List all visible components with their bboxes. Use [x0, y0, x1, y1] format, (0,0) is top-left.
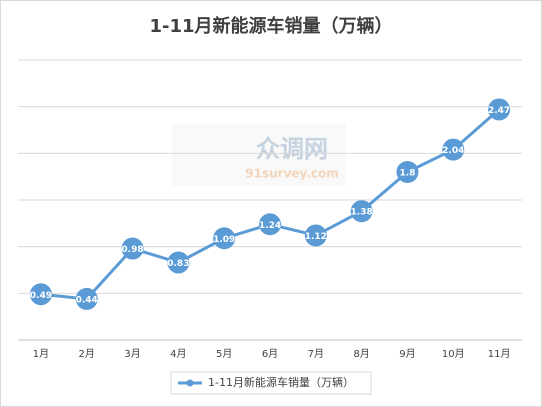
- point: [167, 251, 190, 274]
- legend-box: [170, 371, 372, 395]
- data-label: 1.12: [305, 232, 327, 242]
- x-tick-label: 9月: [399, 348, 415, 360]
- x-tick-label: 7月: [308, 348, 324, 360]
- chart-title: 1-11月新能源车销量（万辆）: [149, 15, 392, 37]
- point: [213, 227, 236, 250]
- point: [75, 287, 98, 310]
- watermark-site: 91survey.com: [245, 167, 338, 181]
- point: [442, 138, 465, 161]
- x-tick-label: 4月: [170, 348, 186, 360]
- point: [304, 224, 327, 247]
- point: [259, 213, 281, 236]
- legend-marker: [186, 379, 194, 387]
- data-label: 2.04: [442, 146, 464, 156]
- data-label: 0.49: [30, 291, 52, 301]
- data-label: 0.83: [167, 259, 189, 269]
- data-label: 1.38: [351, 208, 373, 218]
- x-tick-label: 5月: [216, 348, 232, 360]
- x-tick-label: 1月: [33, 348, 49, 360]
- watermark-brand: 众调网: [256, 135, 328, 163]
- data-label: 0.44: [76, 295, 98, 305]
- watermark: 众调网 91survey.com: [172, 124, 346, 186]
- data-label: 0.98: [121, 245, 143, 255]
- data-label: 1.8: [399, 169, 415, 179]
- point: [396, 161, 419, 183]
- x-tick-label: 11月: [488, 348, 511, 360]
- data-label: 1.09: [213, 235, 235, 245]
- x-tick-label: 10月: [442, 348, 465, 360]
- data-label: 2.47: [488, 106, 510, 116]
- point: [121, 237, 144, 260]
- point: [350, 200, 373, 223]
- x-tick-label: 8月: [353, 348, 369, 360]
- legend-label: 1-11月新能源车销量（万辆）: [208, 375, 354, 389]
- data-label: 1.24: [259, 221, 281, 231]
- watermark-box: [172, 124, 346, 186]
- x-tick-label: 2月: [79, 348, 95, 360]
- point: [488, 98, 511, 121]
- x-tick-label: 6月: [262, 348, 278, 360]
- point: [29, 283, 52, 306]
- x-tick-label: 3月: [124, 348, 140, 360]
